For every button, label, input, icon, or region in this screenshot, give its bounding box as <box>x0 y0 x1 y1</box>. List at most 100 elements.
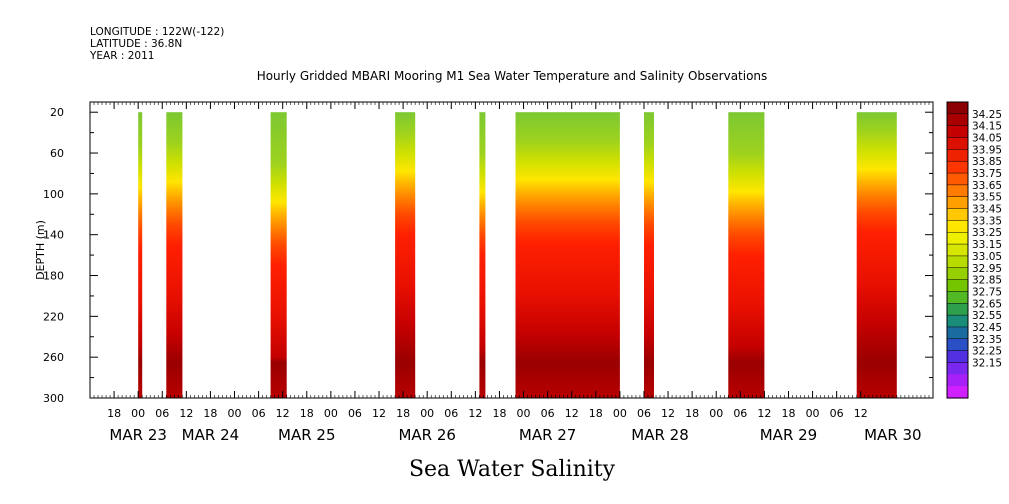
x-tick-label: 18 <box>589 407 603 420</box>
x-tick-label: 06 <box>637 407 651 420</box>
axes: 18 00 06 12 18 00 06 12 18 00 06 12 18 00 06 12 18 00 06 12… <box>43 101 934 444</box>
x-tick-label: 12 <box>179 407 193 420</box>
x-day-label: MAR 28 <box>631 426 688 444</box>
x-tick-label: 18 <box>107 407 121 420</box>
x-tick-label: 18 <box>492 407 506 420</box>
x-tick-label: 12 <box>661 407 675 420</box>
x-tick-label: 12 <box>854 407 868 420</box>
colorbar-label: 32.95 <box>972 263 1002 275</box>
colorbar-swatch <box>947 220 968 233</box>
colorbar: 34.2534.1534.0533.9533.8533.7533.6533.55… <box>946 101 1002 399</box>
y-tick-label: 220 <box>43 310 64 323</box>
colorbar-swatch <box>947 208 968 221</box>
data-segment <box>166 112 183 398</box>
x-tick-label: 18 <box>685 407 699 420</box>
colorbar-swatch <box>947 137 968 150</box>
colorbar-label: 34.05 <box>972 133 1002 145</box>
colorbar-swatch <box>947 291 968 304</box>
latitude-label: LATITUDE : 36.8N <box>90 38 183 50</box>
x-tick-label: 00 <box>228 407 242 420</box>
colorbar-label: 33.65 <box>972 180 1002 192</box>
x-tick-label: 00 <box>324 407 338 420</box>
x-tick-label: 00 <box>613 407 627 420</box>
x-tick-label: 00 <box>420 407 434 420</box>
x-tick-label: 06 <box>252 407 266 420</box>
x-day-label: MAR 25 <box>278 426 335 444</box>
colorbar-label: 34.15 <box>972 121 1002 133</box>
x-day-label: MAR 24 <box>182 426 239 444</box>
colorbar-swatch <box>947 374 968 387</box>
y-tick-label: 20 <box>50 106 64 119</box>
colorbar-swatch <box>947 315 968 328</box>
data-segment <box>479 112 486 398</box>
y-tick-label: 100 <box>43 188 64 201</box>
x-tick-label: 12 <box>565 407 579 420</box>
data-segment <box>515 112 620 398</box>
x-tick-label: 06 <box>541 407 555 420</box>
colorbar-label: 33.75 <box>972 168 1002 180</box>
data-segment <box>270 112 287 398</box>
colorbar-label: 32.35 <box>972 334 1002 346</box>
x-day-label: MAR 29 <box>760 426 817 444</box>
data-segment <box>644 112 654 398</box>
colorbar-swatch <box>947 102 968 115</box>
x-tick-label: 00 <box>131 407 145 420</box>
colorbar-swatch <box>947 173 968 186</box>
colorbar-label: 32.15 <box>972 357 1002 369</box>
x-tick-label: 18 <box>781 407 795 420</box>
x-tick-label: 12 <box>276 407 290 420</box>
colorbar-swatch <box>947 113 968 127</box>
colorbar-label: 32.55 <box>972 310 1002 322</box>
colorbar-label: 32.75 <box>972 286 1002 298</box>
data-segment <box>138 112 143 398</box>
colorbar-swatch <box>947 267 968 281</box>
colorbar-swatch <box>947 232 968 245</box>
x-tick-label: 06 <box>348 407 362 420</box>
x-tick-label: 18 <box>300 407 314 420</box>
colorbar-swatch <box>947 338 968 352</box>
x-day-label: MAR 30 <box>864 426 921 444</box>
colorbar-swatch <box>947 255 968 269</box>
x-tick-label: 18 <box>203 407 217 420</box>
colorbar-swatch <box>947 149 968 162</box>
x-tick-label: 06 <box>830 407 844 420</box>
data-segment <box>395 112 416 398</box>
colorbar-frame <box>946 101 969 399</box>
colorbar-label: 33.25 <box>972 227 1002 239</box>
x-tick-label: 00 <box>806 407 820 420</box>
colorbar-label: 32.45 <box>972 322 1002 334</box>
x-day-label: MAR 27 <box>519 426 576 444</box>
longitude-label: LONGITUDE : 122W(-122) <box>90 26 225 38</box>
colorbar-swatch <box>947 196 968 210</box>
colorbar-swatch <box>947 161 968 174</box>
colorbar-label: 32.25 <box>972 346 1002 358</box>
year-label: YEAR : 2011 <box>90 50 155 62</box>
colorbar-label: 33.15 <box>972 239 1002 251</box>
x-day-label: MAR 26 <box>398 426 455 444</box>
colorbar-swatch <box>947 350 968 364</box>
colorbar-label: 34.25 <box>972 109 1002 121</box>
y-axis-label: DEPTH (m) <box>34 220 47 280</box>
variable-label: Sea Water Salinity <box>409 457 616 482</box>
x-day-label: MAR 23 <box>109 426 166 444</box>
colorbar-swatch <box>947 303 968 316</box>
data-segment <box>728 112 765 398</box>
colorbar-label: 33.55 <box>972 192 1002 204</box>
y-tick-label: 260 <box>43 351 64 364</box>
colorbar-label: 33.85 <box>972 156 1002 168</box>
chart-title: Hourly Gridded MBARI Mooring M1 Sea Wate… <box>257 69 768 83</box>
y-tick-label: 60 <box>50 147 64 160</box>
y-tick-label: 140 <box>43 229 64 242</box>
colorbar-swatch <box>947 184 968 198</box>
y-tick-label: 180 <box>43 270 64 283</box>
x-tick-label: 18 <box>396 407 410 420</box>
x-tick-label: 06 <box>444 407 458 420</box>
x-tick-label: 00 <box>517 407 531 420</box>
x-tick-label: 06 <box>733 407 747 420</box>
x-tick-label: 12 <box>757 407 771 420</box>
colorbar-label: 33.05 <box>972 251 1002 263</box>
colorbar-label: 32.65 <box>972 298 1002 310</box>
x-tick-label: 06 <box>155 407 169 420</box>
x-tick-label: 00 <box>709 407 723 420</box>
